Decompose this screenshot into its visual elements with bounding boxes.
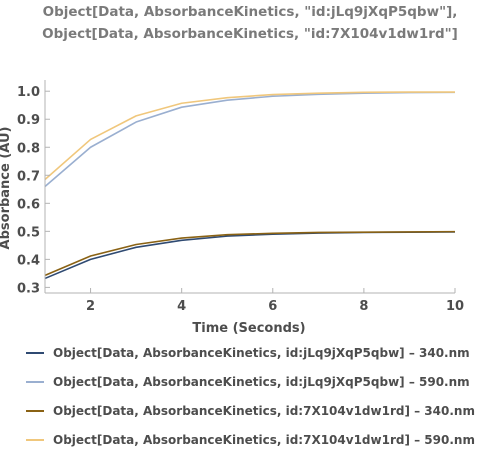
legend-label: Object[Data, AbsorbanceKinetics, id:jLq9…: [53, 375, 470, 389]
chart-title-line-1: Object[Data, AbsorbanceKinetics, "id:jLq…: [42, 4, 458, 20]
axes-layer: [44, 80, 455, 294]
y-tick-label: 0.8: [17, 141, 40, 156]
x-tick-label: 10: [446, 299, 464, 314]
legend-swatch: [26, 439, 44, 441]
legend-label: Object[Data, AbsorbanceKinetics, id:7X10…: [53, 433, 475, 447]
legend-item: Object[Data, AbsorbanceKinetics, id:jLq9…: [26, 343, 470, 363]
legend-label: Object[Data, AbsorbanceKinetics, id:7X10…: [53, 404, 475, 418]
legend-label: Object[Data, AbsorbanceKinetics, id:jLq9…: [53, 346, 470, 360]
y-tick-label: 0.3: [17, 281, 40, 296]
series-line-3: [44, 230, 456, 277]
series-line-4: [44, 91, 455, 181]
legend-swatch: [26, 352, 44, 354]
y-axis-label: Absorbance (AU): [0, 127, 13, 250]
x-axis-label: Time (Seconds): [192, 321, 305, 336]
y-tick-label: 0.5: [17, 225, 40, 240]
legend-item: Object[Data, AbsorbanceKinetics, id:7X10…: [26, 430, 475, 450]
y-tick-label: 1.0: [17, 85, 40, 100]
legend-swatch: [26, 410, 44, 412]
x-tick-label: 8: [359, 299, 368, 314]
legend-swatch: [26, 381, 44, 383]
x-tick-label: 2: [86, 299, 95, 314]
y-tick-label: 0.6: [17, 197, 40, 212]
legend-item: Object[Data, AbsorbanceKinetics, id:jLq9…: [26, 372, 470, 392]
x-tick-label: 6: [268, 299, 277, 314]
ticks-layer: 2 4 6 8 10 0.3 0.4 0.5 0.6 0.7 0.8 0.9 1.0: [17, 85, 464, 314]
legend-item: Object[Data, AbsorbanceKinetics, id:7X10…: [26, 401, 475, 421]
x-tick-label: 4: [177, 299, 186, 314]
y-tick-label: 0.9: [17, 113, 40, 128]
y-tick-label: 0.7: [17, 169, 40, 184]
y-tick-label: 0.4: [17, 253, 40, 268]
plot-area: 2 4 6 8 10 0.3 0.4 0.5 0.6 0.7 0.8 0.9 1.0 Time (Sec…: [0, 80, 464, 336]
chart-title-line-2: Object[Data, AbsorbanceKinetics, "id:7X1…: [42, 26, 458, 42]
series-line-2: [44, 91, 456, 188]
series-line-1: [44, 231, 456, 280]
series-layer: [44, 91, 456, 280]
